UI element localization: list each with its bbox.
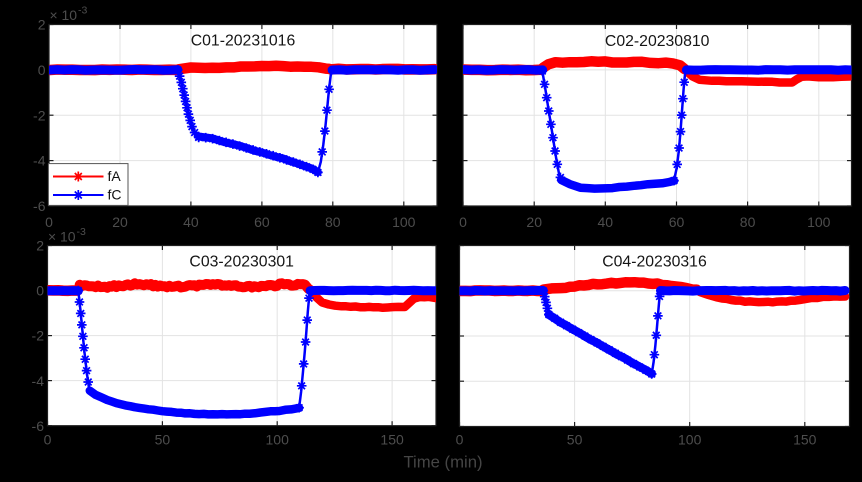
svg-text:0: 0: [36, 283, 44, 299]
svg-text:50: 50: [155, 431, 171, 447]
svg-text:10: 10: [60, 229, 76, 245]
svg-text:C04-20230316: C04-20230316: [602, 254, 707, 271]
svg-text:100: 100: [392, 214, 416, 230]
svg-text:150: 150: [380, 431, 404, 447]
svg-text:-6: -6: [33, 198, 46, 214]
svg-text:10: 10: [62, 7, 78, 23]
svg-text:-2: -2: [33, 107, 46, 123]
svg-text:0: 0: [45, 214, 53, 230]
svg-text:-6: -6: [32, 418, 45, 434]
svg-text:40: 40: [183, 214, 199, 230]
svg-text:20: 20: [526, 214, 542, 230]
svg-text:100: 100: [807, 214, 831, 230]
svg-text:×: ×: [48, 229, 56, 245]
svg-text:50: 50: [567, 431, 583, 447]
svg-text:2: 2: [36, 238, 44, 254]
svg-text:-4: -4: [33, 153, 46, 169]
svg-text:0: 0: [44, 431, 52, 447]
svg-text:150: 150: [793, 431, 817, 447]
svg-text:60: 60: [254, 214, 270, 230]
svg-text:2: 2: [38, 17, 46, 33]
svg-text:-3: -3: [77, 226, 86, 238]
svg-text:C02-20230810: C02-20230810: [605, 33, 710, 50]
svg-text:100: 100: [678, 431, 702, 447]
svg-text:-3: -3: [78, 5, 87, 17]
svg-text:Time (min): Time (min): [403, 453, 482, 472]
svg-text:100: 100: [266, 431, 290, 447]
svg-text:×: ×: [50, 7, 58, 23]
svg-text:fC: fC: [108, 187, 122, 203]
svg-text:-4: -4: [32, 373, 45, 389]
svg-text:-2: -2: [32, 328, 45, 344]
svg-text:20: 20: [112, 214, 128, 230]
svg-text:0: 0: [38, 62, 46, 78]
svg-text:40: 40: [598, 214, 614, 230]
svg-text:fA: fA: [108, 168, 122, 184]
svg-text:60: 60: [669, 214, 685, 230]
svg-text:C01-20231016: C01-20231016: [191, 33, 296, 50]
svg-text:0: 0: [459, 214, 467, 230]
svg-text:80: 80: [740, 214, 756, 230]
svg-text:0: 0: [456, 431, 464, 447]
svg-text:C03-20230301: C03-20230301: [189, 254, 294, 271]
svg-text:80: 80: [325, 214, 341, 230]
